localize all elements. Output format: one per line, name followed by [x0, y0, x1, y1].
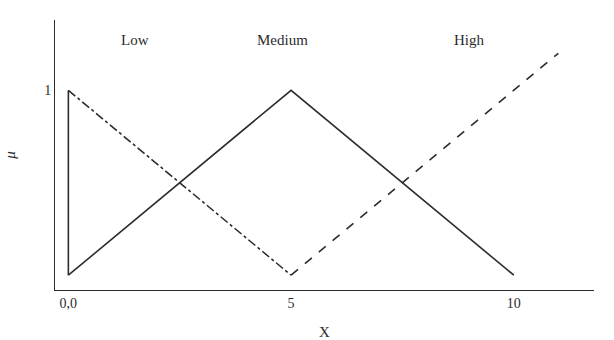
svg-text:μ: μ	[2, 151, 18, 160]
svg-text:0,0: 0,0	[60, 296, 78, 311]
svg-text:High: High	[454, 32, 485, 48]
svg-text:Low: Low	[121, 32, 149, 48]
svg-text:1: 1	[44, 83, 51, 98]
svg-text:Medium: Medium	[257, 32, 308, 48]
svg-text:5: 5	[288, 296, 295, 311]
svg-text:X: X	[319, 324, 330, 340]
svg-text:10: 10	[507, 296, 521, 311]
